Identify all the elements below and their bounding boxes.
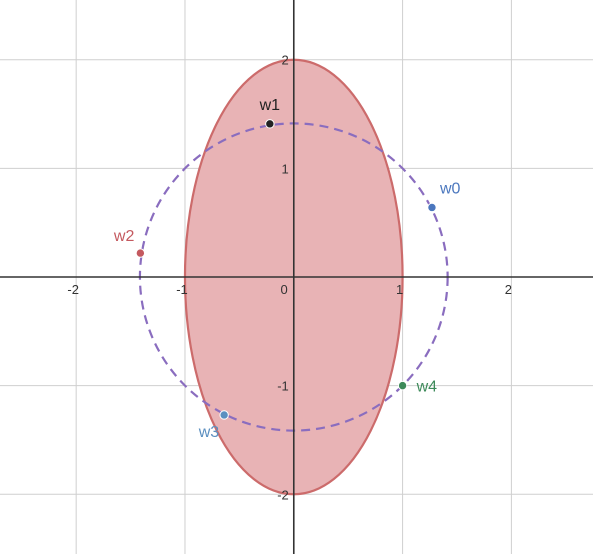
- tick-labels: -2 -1 1 2 2 1 -1 -2 0: [67, 53, 512, 503]
- point-label-w2: w2: [113, 228, 135, 245]
- y-tick-label: 2: [282, 53, 289, 68]
- y-tick-label: -2: [277, 487, 289, 502]
- y-tick-label: 1: [282, 161, 289, 176]
- point-label-w3: w3: [198, 424, 220, 441]
- point-w0[interactable]: [427, 202, 437, 213]
- point-label-w0: w0: [439, 180, 461, 197]
- x-tick-label: 2: [505, 282, 512, 297]
- x-tick-label: -1: [176, 282, 188, 297]
- point-w4[interactable]: [397, 380, 408, 391]
- point-w2[interactable]: [135, 248, 146, 258]
- point-label-w4: w4: [416, 379, 438, 396]
- points: w0 w1 w2 w3 w4: [113, 97, 461, 441]
- point-w1[interactable]: [265, 119, 275, 129]
- x-tick-label: 1: [396, 282, 403, 297]
- point-label-w1: w1: [259, 97, 281, 114]
- point-w3[interactable]: [219, 410, 229, 420]
- x-tick-label: -2: [67, 282, 79, 297]
- origin-label: 0: [281, 282, 288, 297]
- y-tick-label: -1: [277, 379, 289, 394]
